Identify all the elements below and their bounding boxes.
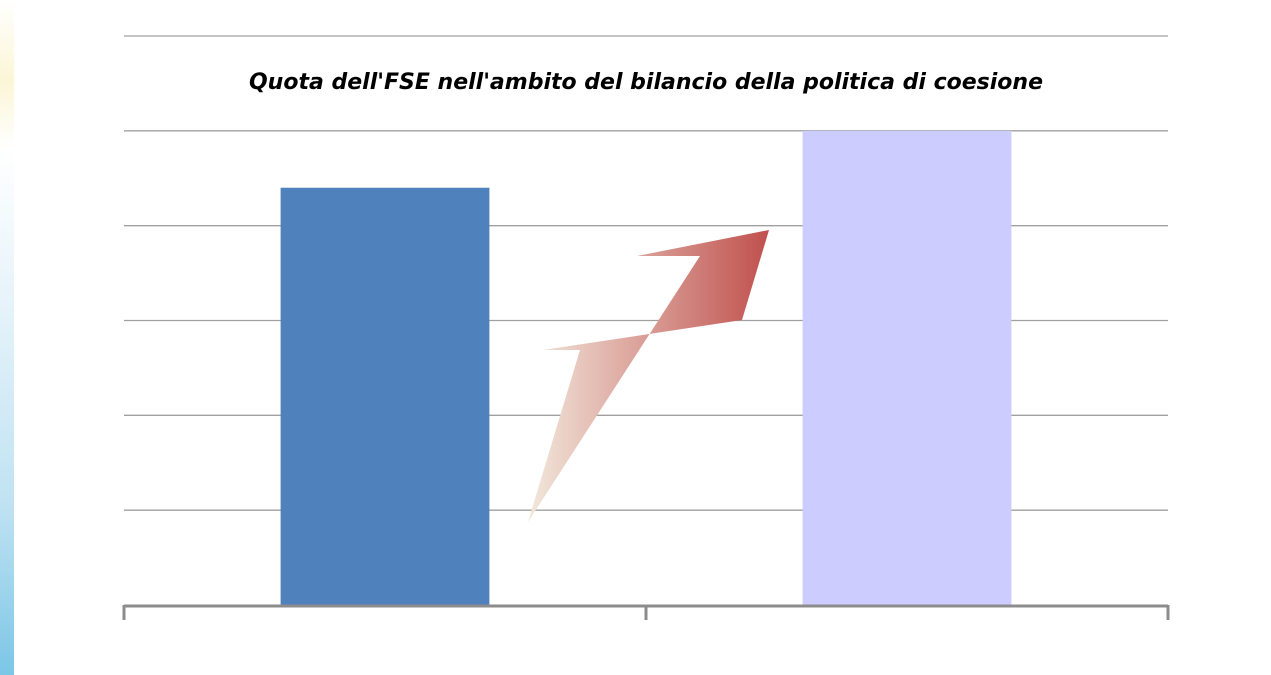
x-axis <box>122 604 1170 620</box>
bar-2 <box>802 130 1012 606</box>
bar-1 <box>280 187 490 605</box>
trend-arrow-icon <box>528 230 769 522</box>
chart-title: Quota dell'FSE nell'ambito del bilancio … <box>248 70 1044 95</box>
left-accent-strip <box>0 0 14 675</box>
bars <box>280 130 1012 606</box>
